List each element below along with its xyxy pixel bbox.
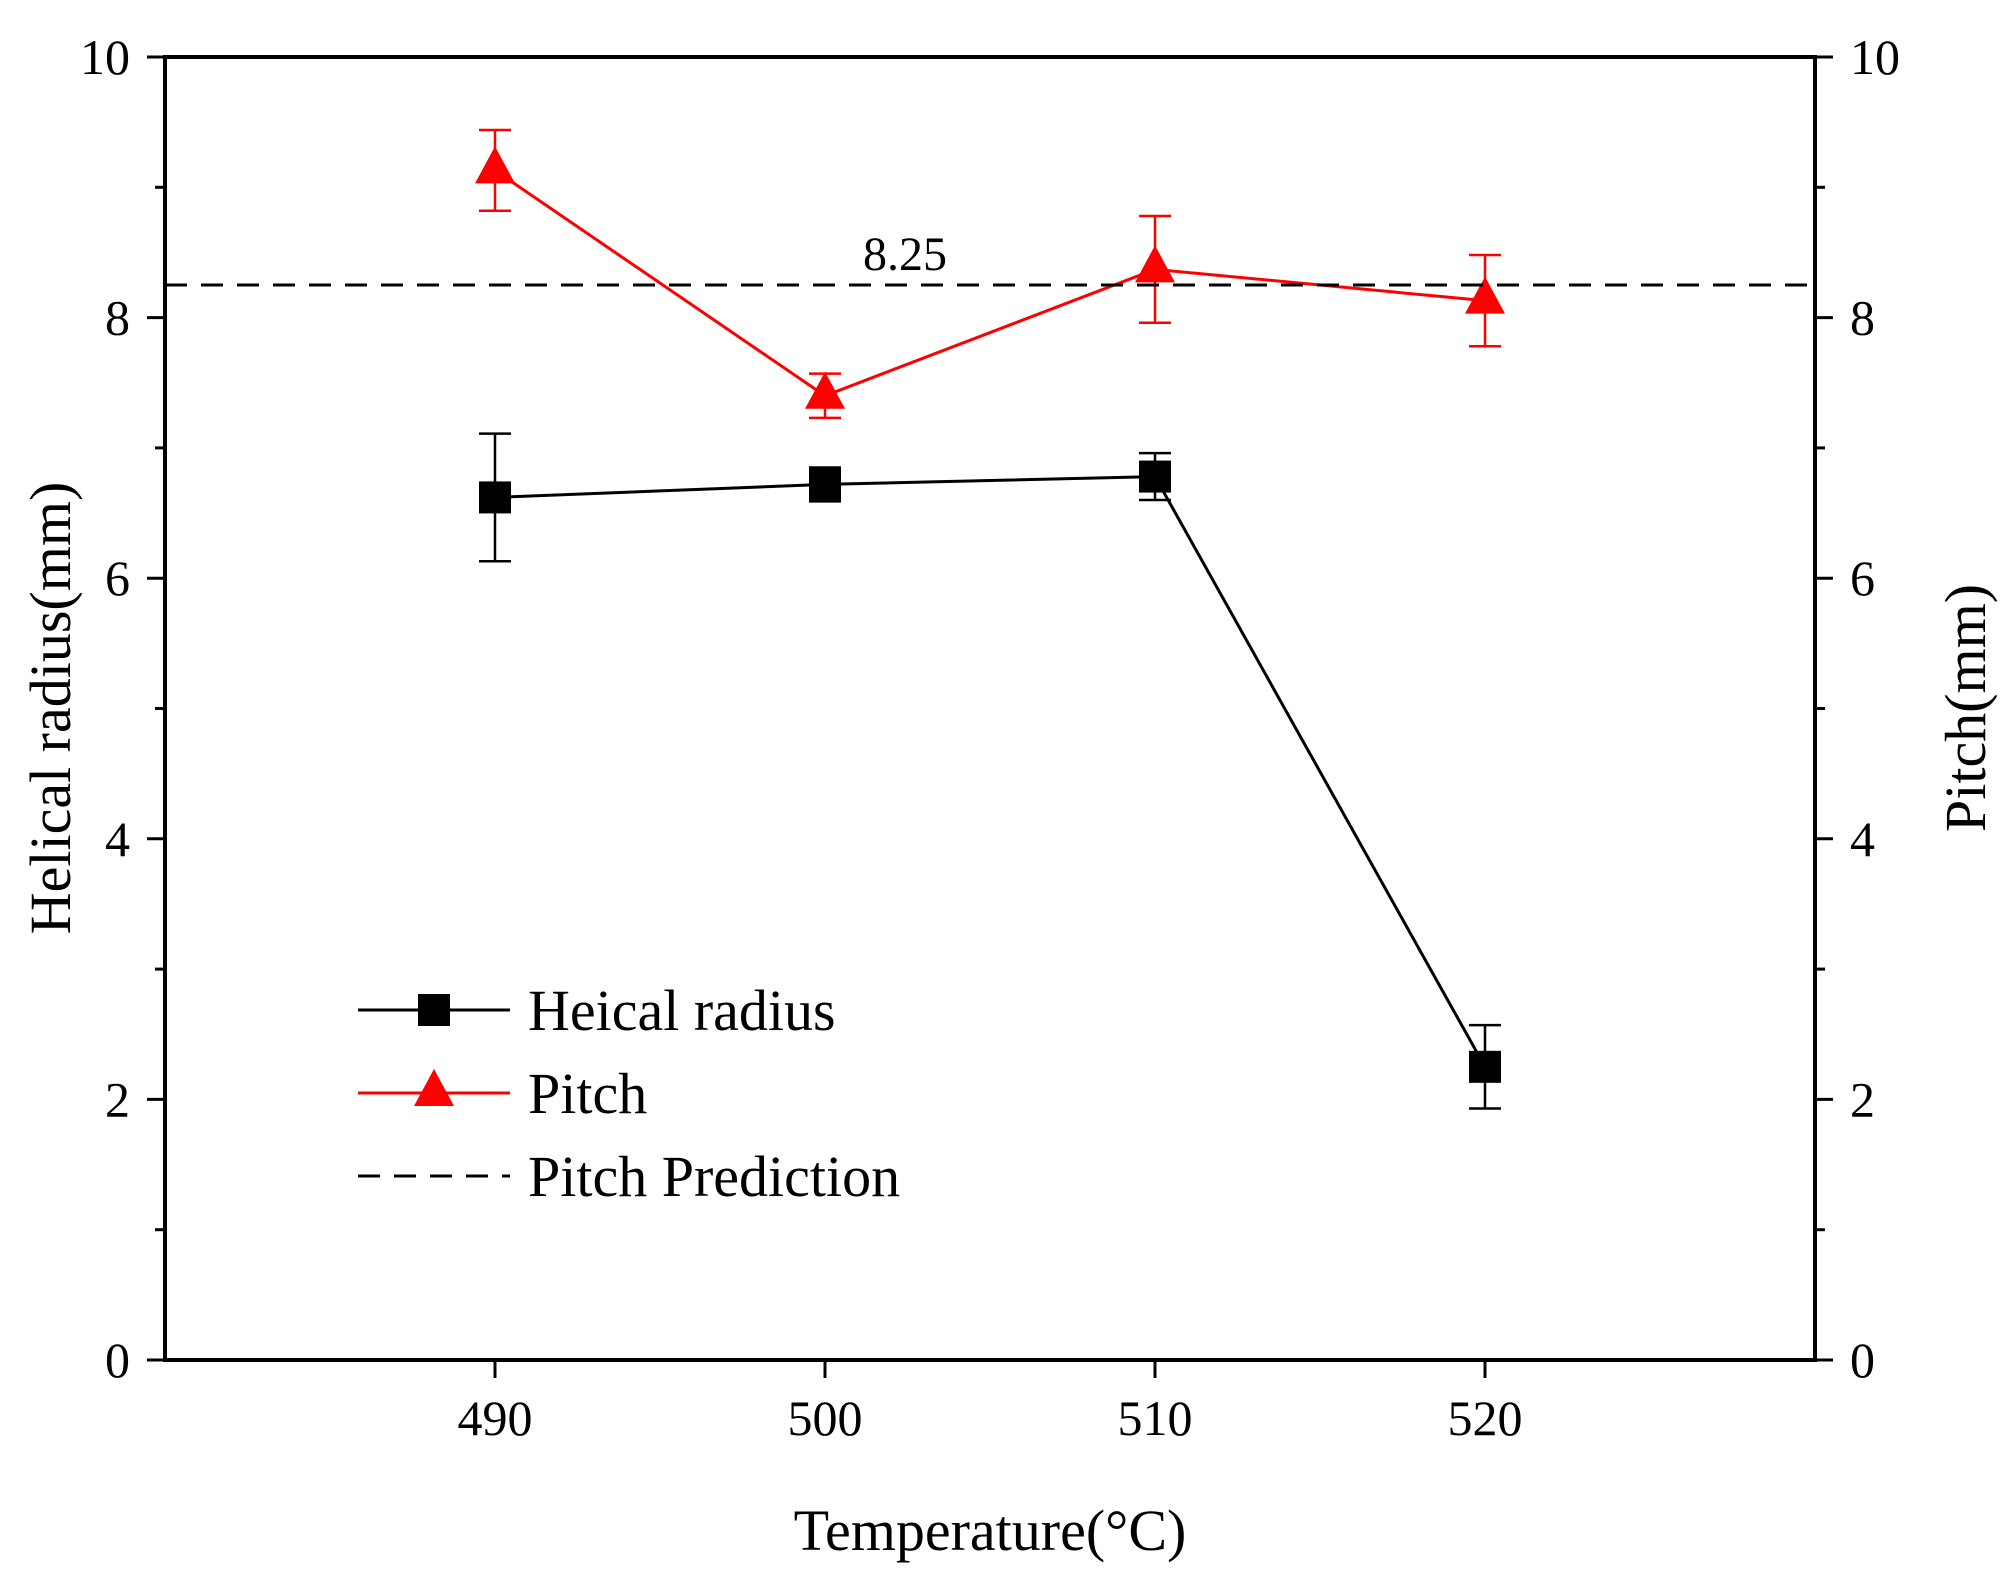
helical-radius-point bbox=[1469, 1050, 1501, 1083]
y2-tick-label: 4 bbox=[1850, 811, 1875, 867]
x-tick-label: 510 bbox=[1118, 1390, 1193, 1446]
pitch-point bbox=[1135, 245, 1175, 283]
axes: 490 500 510 520 0 2 4 6 8 10 0 2 4 6 8 10 bbox=[80, 29, 1900, 1446]
plot-area: 8.25 bbox=[165, 128, 1815, 1110]
legend-label-pitch: Pitch bbox=[528, 1061, 647, 1126]
y2-tick-label: 6 bbox=[1850, 550, 1875, 606]
prediction-value-label: 8.25 bbox=[863, 228, 947, 281]
y-tick-label: 2 bbox=[105, 1071, 130, 1127]
y2-tick-label: 0 bbox=[1850, 1332, 1875, 1388]
legend: Heical radius Pitch Pitch Prediction bbox=[358, 978, 900, 1209]
helical-radius-point bbox=[809, 468, 841, 501]
y-tick-label: 0 bbox=[105, 1332, 130, 1388]
y-axis-title: Helical radius(mm) bbox=[18, 482, 83, 935]
x-tick-label: 500 bbox=[788, 1390, 863, 1446]
legend-label-pitch-prediction: Pitch Prediction bbox=[528, 1144, 900, 1209]
x-tick-label: 490 bbox=[458, 1390, 533, 1446]
y2-tick-label: 2 bbox=[1850, 1071, 1875, 1127]
y2-axis-title: Pitch(mm) bbox=[1933, 584, 1998, 832]
legend-marker-helical-radius bbox=[418, 994, 450, 1026]
legend-marker-pitch bbox=[414, 1069, 454, 1106]
legend-label-helical-radius: Heical radius bbox=[528, 978, 836, 1043]
pitch-point bbox=[805, 371, 845, 409]
x-axis-title: Temperature(°C) bbox=[794, 1498, 1187, 1563]
pitch-point bbox=[475, 146, 515, 184]
helical-radius-line bbox=[494, 475, 1487, 1068]
y-tick-label: 4 bbox=[105, 811, 130, 867]
y-tick-label: 6 bbox=[105, 550, 130, 606]
y-tick-label: 10 bbox=[80, 29, 130, 85]
x-tick-label: 520 bbox=[1448, 1390, 1523, 1446]
y2-tick-label: 10 bbox=[1850, 29, 1900, 85]
helical-radius-point bbox=[479, 481, 511, 514]
y2-tick-label: 8 bbox=[1850, 290, 1875, 346]
pitch-point bbox=[1465, 276, 1505, 314]
y-tick-label: 8 bbox=[105, 290, 130, 346]
helical-radius-point bbox=[1139, 460, 1171, 493]
